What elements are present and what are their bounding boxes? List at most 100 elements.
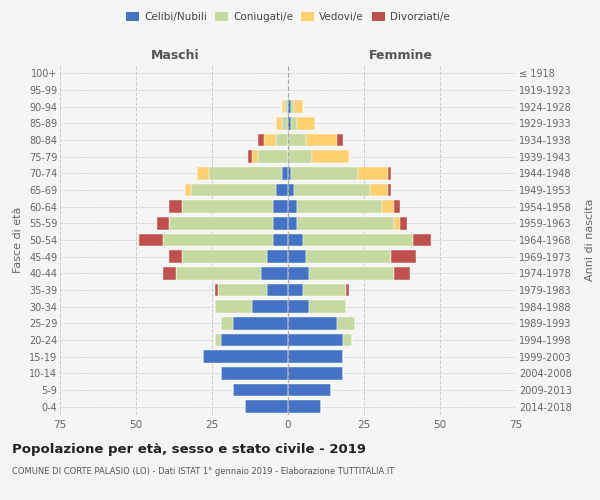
Bar [197, 167, 209, 179]
Bar [400, 217, 407, 230]
Bar [182, 200, 273, 213]
Bar [267, 250, 288, 263]
Legend: Celibi/Nubili, Coniugati/e, Vedovi/e, Divorziati/e: Celibi/Nubili, Coniugati/e, Vedovi/e, Di… [122, 8, 454, 26]
Bar [394, 217, 400, 230]
Bar [288, 117, 291, 130]
Bar [282, 117, 288, 130]
Bar [288, 100, 291, 113]
Bar [413, 234, 431, 246]
Bar [291, 117, 297, 130]
Bar [139, 234, 163, 246]
Y-axis label: Fasce di età: Fasce di età [13, 207, 23, 273]
Bar [282, 167, 288, 179]
Bar [288, 384, 331, 396]
Bar [303, 284, 346, 296]
Bar [297, 117, 316, 130]
Bar [294, 184, 370, 196]
Bar [288, 250, 306, 263]
Bar [288, 284, 303, 296]
Bar [245, 400, 288, 413]
Bar [185, 184, 191, 196]
Bar [273, 217, 288, 230]
Bar [273, 200, 288, 213]
Bar [394, 200, 400, 213]
Text: Femmine: Femmine [368, 48, 433, 62]
Bar [288, 300, 309, 313]
Bar [288, 200, 297, 213]
Bar [309, 300, 346, 313]
Bar [288, 184, 294, 196]
Bar [276, 184, 288, 196]
Bar [285, 100, 288, 113]
Bar [176, 267, 260, 280]
Bar [337, 134, 343, 146]
Bar [391, 250, 416, 263]
Bar [221, 317, 233, 330]
Bar [182, 250, 267, 263]
Bar [288, 334, 343, 346]
Bar [276, 117, 282, 130]
Bar [221, 334, 288, 346]
Bar [313, 150, 349, 163]
Bar [169, 200, 182, 213]
Bar [346, 284, 349, 296]
Bar [209, 167, 282, 179]
Y-axis label: Anni di nascita: Anni di nascita [586, 198, 595, 281]
Bar [370, 184, 388, 196]
Bar [267, 284, 288, 296]
Bar [288, 400, 322, 413]
Bar [303, 234, 413, 246]
Bar [288, 150, 313, 163]
Bar [297, 200, 382, 213]
Bar [291, 100, 294, 113]
Bar [382, 200, 394, 213]
Bar [163, 267, 176, 280]
Bar [257, 134, 263, 146]
Bar [288, 267, 309, 280]
Bar [169, 217, 273, 230]
Bar [388, 167, 391, 179]
Bar [203, 350, 288, 363]
Bar [288, 134, 306, 146]
Bar [358, 167, 388, 179]
Bar [288, 350, 343, 363]
Bar [215, 284, 218, 296]
Bar [248, 150, 251, 163]
Bar [157, 217, 169, 230]
Text: COMUNE DI CORTE PALASIO (LO) - Dati ISTAT 1° gennaio 2019 - Elaborazione TUTTITA: COMUNE DI CORTE PALASIO (LO) - Dati ISTA… [12, 468, 394, 476]
Bar [288, 217, 297, 230]
Bar [306, 134, 337, 146]
Bar [215, 334, 221, 346]
Bar [260, 267, 288, 280]
Bar [343, 334, 352, 346]
Bar [337, 317, 355, 330]
Bar [257, 150, 288, 163]
Bar [221, 367, 288, 380]
Bar [306, 250, 391, 263]
Bar [233, 317, 288, 330]
Bar [388, 184, 391, 196]
Bar [288, 167, 291, 179]
Bar [288, 367, 343, 380]
Bar [297, 217, 394, 230]
Bar [309, 267, 394, 280]
Bar [288, 234, 303, 246]
Text: Popolazione per età, sesso e stato civile - 2019: Popolazione per età, sesso e stato civil… [12, 442, 366, 456]
Bar [294, 100, 303, 113]
Text: Maschi: Maschi [151, 48, 200, 62]
Bar [251, 150, 257, 163]
Bar [191, 184, 276, 196]
Bar [394, 267, 410, 280]
Bar [169, 250, 182, 263]
Bar [215, 300, 251, 313]
Bar [291, 167, 358, 179]
Bar [263, 134, 276, 146]
Bar [251, 300, 288, 313]
Bar [273, 234, 288, 246]
Bar [288, 317, 337, 330]
Bar [282, 100, 285, 113]
Bar [218, 284, 267, 296]
Bar [233, 384, 288, 396]
Bar [276, 134, 288, 146]
Bar [163, 234, 273, 246]
